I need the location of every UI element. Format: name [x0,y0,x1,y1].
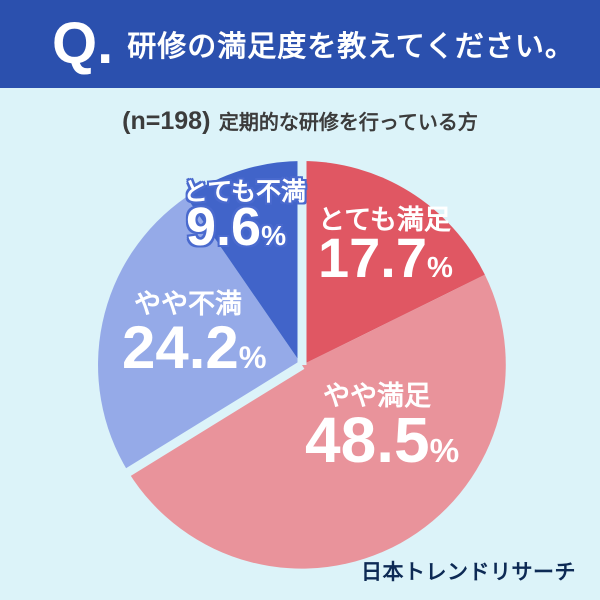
slice-value-very-dissatisfied: 9.6% [186,197,287,257]
brand-footer: 日本トレンドリサーチ [361,561,576,584]
slice-name-very-dissatisfied: とても不満 [183,178,307,206]
pie-slice-3 [186,161,302,365]
slice-value-very-satisfied: 17.7% [318,226,453,289]
pie-group-gap [123,361,305,478]
subtitle: (n=198) 定期的な研修を行っている方 [0,106,600,136]
sample-size-label: (n=198) [122,107,211,135]
sample-description: 定期的な研修を行っている方 [218,112,478,134]
slice-name-very-satisfied: とても満足 [318,205,451,235]
header: Q. 研修の満足度を教えてください。 [0,0,600,88]
pie-slice-1 [128,274,506,569]
pie-slice-2 [98,197,302,473]
page-title: 研修の満足度を教えてください。 [127,31,575,63]
pie-slice-0 [302,161,485,365]
slice-value-somewhat-satisfied: 48.5% [305,404,460,476]
slice-name-somewhat-satisfied: やや満足 [323,381,431,411]
slice-name-somewhat-dissatisfied: やや不満 [134,289,242,319]
question-mark-label: Q. [52,11,114,76]
slice-value-somewhat-dissatisfied: 24.2% [122,314,267,381]
